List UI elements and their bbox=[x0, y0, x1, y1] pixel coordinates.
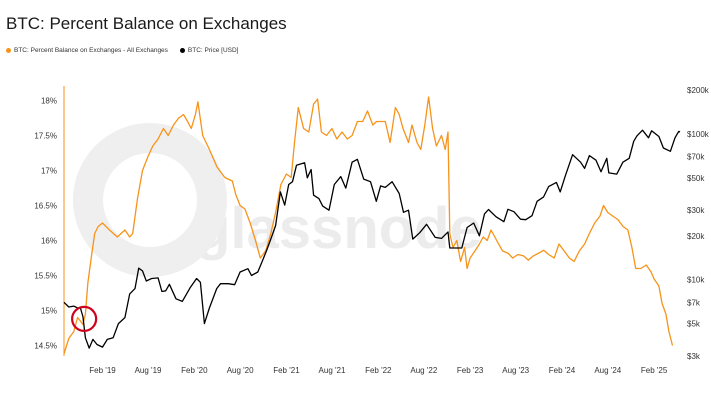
chart-title: BTC: Percent Balance on Exchanges bbox=[6, 14, 287, 33]
x-tick-label: Aug '23 bbox=[502, 366, 529, 375]
y-right-tick-label: $10k bbox=[687, 276, 705, 285]
y-right-tick-label: $200k bbox=[687, 86, 710, 95]
x-tick-label: Aug '22 bbox=[410, 366, 437, 375]
x-tick-label: Aug '21 bbox=[319, 366, 346, 375]
y-right-tick-label: $20k bbox=[687, 232, 705, 241]
y-left-tick-label: 15% bbox=[41, 307, 57, 316]
y-left-tick-label: 17% bbox=[41, 167, 57, 176]
x-tick-label: Feb '25 bbox=[641, 366, 668, 375]
y-left-tick-label: 16.5% bbox=[34, 202, 57, 211]
x-tick-label: Aug '20 bbox=[227, 366, 254, 375]
legend-swatch-price bbox=[179, 48, 185, 53]
y-right-tick-label: $70k bbox=[687, 152, 705, 161]
y-left-tick-label: 15.5% bbox=[34, 272, 57, 281]
legend-item-balance[interactable]: BTC: Percent Balance on Exchanges - All … bbox=[6, 47, 168, 54]
x-tick-label: Aug '19 bbox=[135, 366, 162, 375]
x-tick-label: Feb '22 bbox=[365, 366, 392, 375]
y-left-tick-label: 14.5% bbox=[34, 342, 57, 351]
series-line-balance bbox=[63, 96, 674, 355]
y-right-tick-label: $5k bbox=[687, 320, 701, 329]
legend-item-price[interactable]: BTC: Price [USD] bbox=[179, 47, 239, 54]
y-left-tick-label: 16% bbox=[41, 237, 57, 246]
legend-label-balance: BTC: Percent Balance on Exchanges - All … bbox=[14, 47, 168, 54]
watermark-text: glassnode bbox=[195, 196, 482, 261]
x-tick-label: Feb '23 bbox=[457, 366, 484, 375]
highlight-circle bbox=[71, 305, 98, 332]
y-right-tick-label: $50k bbox=[687, 174, 705, 183]
legend-label-price: BTC: Price [USD] bbox=[187, 47, 239, 54]
y-right-tick-label: $7k bbox=[687, 298, 701, 307]
chart-legend: BTC: Percent Balance on Exchanges - All … bbox=[6, 47, 238, 54]
legend-swatch-balance bbox=[6, 48, 11, 53]
y-right-tick-label: $100k bbox=[687, 130, 710, 139]
x-tick-label: Aug '24 bbox=[594, 366, 621, 375]
watermark-logo bbox=[73, 123, 227, 277]
x-tick-label: Feb '20 bbox=[181, 366, 208, 375]
x-tick-label: Feb '19 bbox=[89, 366, 116, 375]
x-tick-label: Feb '21 bbox=[273, 366, 300, 375]
y-right-tick-label: $30k bbox=[687, 206, 705, 215]
series-line-price bbox=[63, 129, 681, 349]
y-right-tick-label: $3k bbox=[687, 352, 701, 361]
y-left-tick-label: 17.5% bbox=[34, 132, 57, 141]
x-tick-label: Feb '24 bbox=[549, 366, 576, 375]
y-left-tick-label: 18% bbox=[41, 97, 57, 106]
